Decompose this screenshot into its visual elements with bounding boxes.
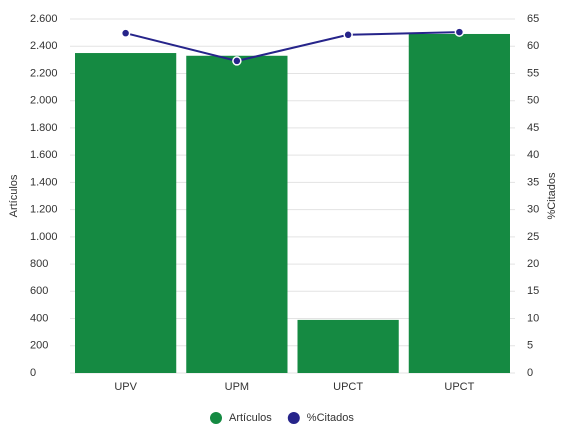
x-tick-label: UPCT <box>333 381 363 393</box>
bar <box>75 53 177 374</box>
y2-tick-label: 20 <box>527 258 539 270</box>
bar <box>408 33 510 373</box>
y2-tick-label: 30 <box>527 204 539 216</box>
y-tick-label: 800 <box>30 258 48 270</box>
line-marker <box>454 27 465 37</box>
y2-tick-label: 25 <box>527 231 539 243</box>
y-tick-label: 1.600 <box>30 149 58 161</box>
y2-tick-label: 15 <box>527 285 539 297</box>
y-tick-label: 1.000 <box>30 231 58 243</box>
line-marker <box>120 28 131 38</box>
y2-tick-label: 0 <box>527 367 533 379</box>
y-tick-label: 1.200 <box>30 204 58 216</box>
y2-tick-label: 35 <box>527 176 539 188</box>
x-tick-label: UPCT <box>444 381 474 393</box>
legend-label: %Citados <box>307 412 355 424</box>
x-tick-label: UPM <box>225 381 249 393</box>
line-marker <box>343 30 353 40</box>
line-marker <box>232 56 242 66</box>
y-tick-label: 600 <box>30 285 48 297</box>
y-tick-label: 200 <box>30 340 48 352</box>
y2-tick-label: 40 <box>527 149 539 161</box>
y2-tick-label: 55 <box>527 67 539 79</box>
y-tick-label: 1.800 <box>30 122 58 134</box>
y-tick-label: 400 <box>30 312 48 324</box>
legend-label: Artículos <box>229 412 272 424</box>
y2-tick-label: 5 <box>527 340 533 352</box>
line <box>125 31 460 62</box>
y-tick-label: 2.400 <box>30 40 58 52</box>
bar <box>297 319 399 373</box>
y-tick-label: 1.400 <box>30 176 58 188</box>
y2-tick-label: 60 <box>527 40 539 52</box>
y2-tick-label: 50 <box>527 95 539 107</box>
x-tick-label: UPV <box>114 381 137 393</box>
y-tick-label: 2.200 <box>30 67 58 79</box>
legend-swatch <box>210 412 222 424</box>
y-tick-label: 2.600 <box>30 13 58 25</box>
y2-tick-label: 65 <box>527 13 539 25</box>
y-tick-label: 0 <box>30 367 36 379</box>
y-tick-label: 2.000 <box>30 95 58 107</box>
y2-axis-title: %Citados <box>546 172 558 220</box>
legend-swatch <box>287 412 300 424</box>
y-axis-title: Artículos <box>8 174 20 217</box>
bar <box>186 55 288 374</box>
y2-tick-label: 45 <box>527 122 539 134</box>
y2-tick-label: 10 <box>527 312 539 324</box>
